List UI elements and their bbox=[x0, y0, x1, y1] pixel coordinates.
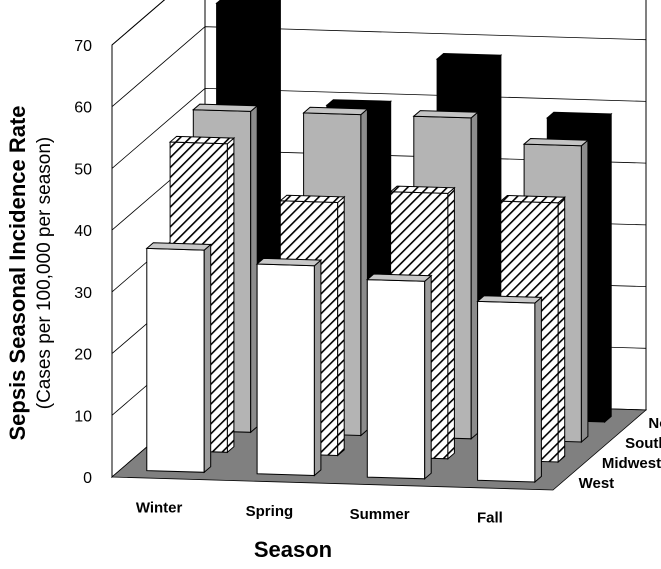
y-tick-label: 70 bbox=[74, 38, 92, 55]
bar-top-face bbox=[145, 242, 213, 251]
bar-side-face bbox=[313, 259, 322, 477]
x-category-label: Spring bbox=[246, 503, 294, 520]
series-label-south: South bbox=[625, 435, 661, 452]
bar-west-winter bbox=[145, 242, 213, 474]
y-tick-label: 20 bbox=[74, 347, 92, 364]
y-tick-label: 40 bbox=[74, 223, 92, 240]
series-label-northeast: Northeast bbox=[648, 415, 661, 432]
gridline bbox=[111, 26, 647, 108]
bar-side-face bbox=[226, 137, 235, 454]
y-tick-label: 60 bbox=[74, 100, 92, 117]
bar-front-face bbox=[477, 300, 536, 483]
bar-west-spring bbox=[255, 257, 323, 477]
x-category-label: Fall bbox=[477, 509, 503, 526]
bar-side-face bbox=[470, 111, 479, 440]
y-tick-label: 10 bbox=[74, 408, 92, 425]
x-category-labels: Winter Spring Summer Fall bbox=[136, 500, 503, 527]
bar-top-face bbox=[389, 185, 456, 194]
bar-side-face bbox=[534, 296, 542, 484]
bar-west-summer bbox=[365, 273, 433, 480]
depth-series-labels: Northeast South Midwest West bbox=[579, 415, 661, 492]
y-tick-label: 0 bbox=[83, 470, 92, 487]
bar-side-face bbox=[580, 139, 589, 444]
bar-side-face bbox=[557, 196, 566, 464]
bar-top-face bbox=[412, 110, 480, 119]
bar-west-fall bbox=[476, 295, 543, 484]
bar-top-face bbox=[365, 273, 433, 282]
bar-front-face bbox=[146, 247, 205, 473]
bar-top-face bbox=[545, 111, 613, 121]
bar-side-face bbox=[337, 195, 345, 457]
x-axis-title: Season bbox=[254, 537, 332, 562]
series-label-midwest: Midwest bbox=[602, 455, 661, 472]
bar-top-face bbox=[191, 103, 259, 112]
bar-front-face bbox=[256, 263, 315, 477]
bar-top-face bbox=[302, 106, 369, 116]
bar-side-face bbox=[604, 112, 612, 424]
y-tick-label: 50 bbox=[74, 161, 92, 178]
y-tick-labels: 0 10 20 30 40 50 60 70 bbox=[74, 38, 92, 487]
bar-side-face bbox=[203, 243, 212, 474]
bar-top-face bbox=[435, 52, 503, 62]
bar-top-face bbox=[476, 295, 543, 304]
series-label-west: West bbox=[579, 475, 615, 492]
y-tick-label: 30 bbox=[74, 285, 92, 302]
x-category-label: Summer bbox=[350, 506, 410, 523]
bar-top-face bbox=[255, 257, 323, 267]
bar-side-face bbox=[447, 186, 455, 460]
bar-top-face bbox=[325, 99, 393, 108]
bar-side-face bbox=[424, 274, 432, 480]
bar-side-face bbox=[360, 107, 368, 437]
y-axis-title: Sepsis Seasonal Incidence Rate bbox=[5, 105, 30, 440]
gridline bbox=[111, 0, 165, 46]
bar-side-face bbox=[250, 104, 258, 434]
bar-top-face bbox=[278, 194, 346, 204]
bar-top-face bbox=[215, 0, 281, 6]
bar-top-face bbox=[499, 194, 567, 204]
x-category-label: Winter bbox=[136, 500, 183, 517]
bar-top-face bbox=[522, 137, 590, 147]
bars bbox=[145, 0, 613, 484]
bar-top-face bbox=[168, 135, 236, 145]
y-axis-subtitle: (Cases per 100,000 per season) bbox=[34, 137, 55, 410]
bar-front-face bbox=[366, 279, 426, 480]
